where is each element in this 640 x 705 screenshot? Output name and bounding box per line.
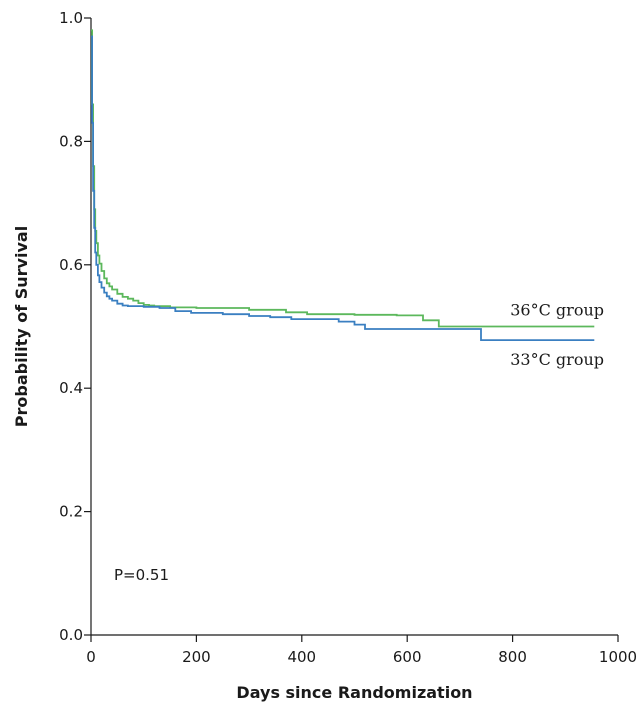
series-label-33c: 33°C group (510, 350, 604, 369)
y-ticks: 0.0 0.2 0.4 0.6 0.8 1.0 (59, 9, 91, 644)
x-tick-label: 800 (498, 648, 527, 666)
y-tick-label: 0.0 (59, 626, 83, 644)
x-tick-label: 400 (287, 648, 316, 666)
axes (90, 18, 618, 636)
p-value-annotation: P=0.51 (114, 566, 169, 584)
y-tick-label: 0.2 (59, 503, 83, 521)
y-axis-title: Probability of Survival (12, 226, 31, 427)
x-tick-label: 200 (182, 648, 211, 666)
x-tick-label: 0 (86, 648, 96, 666)
y-tick-label: 1.0 (59, 9, 83, 27)
y-tick-label: 0.4 (59, 379, 83, 397)
series-layer (91, 29, 595, 341)
y-tick-label: 0.6 (59, 256, 83, 274)
series-line-36c (91, 29, 595, 328)
x-tick-label: 1000 (599, 648, 637, 666)
series-line-33c (91, 35, 595, 341)
x-ticks: 0 200 400 600 800 1000 (86, 635, 637, 666)
x-axis-title: Days since Randomization (236, 683, 472, 702)
y-tick-label: 0.8 (59, 132, 83, 150)
x-tick-label: 600 (393, 648, 422, 666)
series-label-36c: 36°C group (510, 301, 604, 320)
